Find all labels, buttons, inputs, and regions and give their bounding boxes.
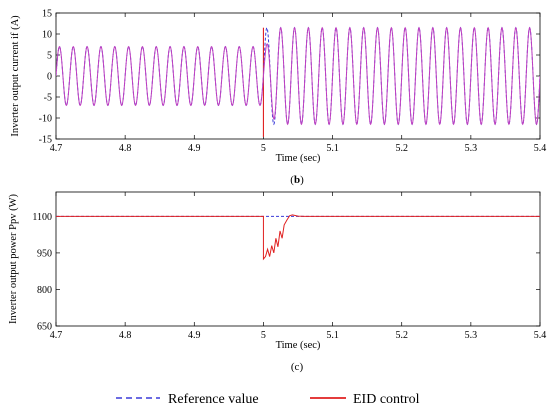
current-x-tick-label: 4.8 <box>119 143 132 154</box>
current-y-tick-label: -5 <box>44 93 52 104</box>
power-chart: 4.7 4.8 4.9 5 5.1 5.2 5.3 5.4 650 800 950 1100 Time… <box>8 191 546 373</box>
power-x-tick-label: 5.1 <box>326 330 339 341</box>
power-x-tick-label: 5.4 <box>534 330 547 341</box>
current-y-tick-label: -15 <box>39 135 52 146</box>
current-x-tick-label: 4.7 <box>50 143 63 154</box>
current-x-tick-label: 4.9 <box>188 143 201 154</box>
current-x-label: Time (sec) <box>276 153 321 164</box>
legend: Reference value EID control <box>116 392 420 407</box>
current-x-tick-label: 5.3 <box>465 143 478 154</box>
current-y-tick-label: 0 <box>47 72 52 83</box>
power-y-tick-label: 800 <box>37 285 52 296</box>
power-x-tick-label: 5 <box>261 330 266 341</box>
current-y-label: Inverter output current if (A) <box>10 15 21 137</box>
legend-eid-label: EID control <box>353 392 420 407</box>
current-x-tick-label: 5.1 <box>326 143 339 154</box>
power-eid-line <box>56 214 540 261</box>
current-y-tick-label: -10 <box>39 114 52 125</box>
current-eid-line <box>56 26 540 126</box>
power-x-tick-label: 5.3 <box>465 330 478 341</box>
power-x-tick-label: 4.8 <box>119 330 132 341</box>
current-x-tick-label: 5 <box>261 143 266 154</box>
power-x-tick-label: 4.7 <box>50 330 63 341</box>
panel-b-caption: (b) <box>290 174 304 186</box>
power-y-tick-label: 950 <box>37 248 52 259</box>
current-chart: 4.7 4.8 4.9 5 5.1 5.2 5.3 5.4 -15 -10 -5 0 5 10 15 Tim… <box>10 9 546 187</box>
legend-reference-label: Reference value <box>168 392 259 407</box>
panel-c-caption: (c) <box>291 361 304 373</box>
power-axes: 4.7 4.8 4.9 5 5.1 5.2 5.3 5.4 650 800 950 1100 <box>32 192 546 341</box>
current-x-tick-label: 5.4 <box>534 143 547 154</box>
current-y-tick-label: 10 <box>42 30 52 41</box>
power-x-tick-label: 4.9 <box>188 330 201 341</box>
current-axes: 4.7 4.8 4.9 5 5.1 5.2 5.3 5.4 -15 -10 -5 0 5 10 15 <box>39 9 547 155</box>
power-x-label: Time (sec) <box>276 340 321 351</box>
current-x-tick-label: 5.2 <box>395 143 408 154</box>
power-y-tick-label: 1100 <box>32 212 52 223</box>
power-x-tick-label: 5.2 <box>395 330 408 341</box>
power-y-tick-label: 650 <box>37 322 52 333</box>
power-plot-frame <box>55 191 541 327</box>
power-y-label: Inverter output power Ppv (W) <box>8 193 19 324</box>
current-y-tick-label: 15 <box>42 9 52 20</box>
current-y-tick-label: 5 <box>47 51 52 62</box>
